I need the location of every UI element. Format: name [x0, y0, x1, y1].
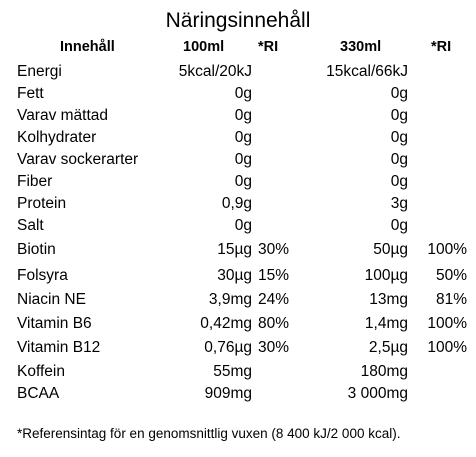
cell-v100: 15µg	[217, 241, 252, 258]
cell-name: Vitamin B12	[17, 339, 101, 356]
table-row: Koffein 55mg 180mg	[0, 361, 476, 383]
cell-v330: 0g	[390, 217, 408, 234]
table-row: Salt 0g 0g	[0, 215, 476, 237]
cell-ri330: 50%	[435, 267, 467, 284]
cell-v330: 3g	[390, 195, 408, 212]
cell-v100: 0g	[234, 85, 252, 102]
cell-v330: 0g	[390, 173, 408, 190]
cell-v100: 0g	[234, 151, 252, 168]
table-row: Vitamin B6 0,42mg 80% 1,4mg 100%	[0, 313, 476, 335]
cell-ri100: 15%	[258, 267, 290, 284]
cell-name: Varav mättad	[17, 107, 109, 124]
cell-name: Fiber	[17, 173, 53, 190]
table-row: Kolhydrater 0g 0g	[0, 127, 476, 149]
table-row: Fiber 0g 0g	[0, 171, 476, 193]
header-330ml: 330ml	[340, 39, 382, 55]
table-row: Varav mättad 0g 0g	[0, 105, 476, 127]
cell-name: Koffein	[17, 363, 65, 380]
cell-v330: 180mg	[360, 363, 408, 380]
table-row: Vitamin B12 0,76µg 30% 2,5µg 100%	[0, 337, 476, 359]
cell-v330: 50µg	[373, 241, 408, 258]
cell-name: Varav sockerarter	[17, 151, 139, 168]
header-ri-100ml: *RI	[258, 39, 279, 55]
cell-v100: 0g	[234, 173, 252, 190]
cell-name: Folsyra	[17, 267, 68, 284]
page-title: Näringsinnehåll	[165, 9, 311, 32]
cell-v330: 0g	[390, 85, 408, 102]
cell-ri330: 100%	[427, 315, 467, 332]
cell-v100: 0g	[234, 129, 252, 146]
header-name: Innehåll	[60, 39, 115, 55]
cell-v100: 0,42mg	[200, 315, 252, 332]
header-ri-330ml: *RI	[431, 39, 452, 55]
cell-v100: 0g	[234, 217, 252, 234]
table-row: BCAA 909mg 3 000mg	[0, 383, 476, 405]
cell-name: Salt	[17, 217, 44, 234]
cell-v100: 3,9mg	[208, 291, 252, 308]
cell-v100: 55mg	[213, 363, 252, 380]
cell-v100: 0,76µg	[204, 339, 252, 356]
cell-ri100: 80%	[258, 315, 290, 332]
footnote: *Referensintag för en genomsnittlig vuxe…	[17, 426, 401, 441]
cell-name: Biotin	[17, 241, 56, 258]
cell-ri100: 24%	[258, 291, 290, 308]
table-row: Biotin 15µg 30% 50µg 100%	[0, 239, 476, 261]
cell-v330: 1,4mg	[364, 315, 408, 332]
cell-ri100: 30%	[258, 339, 290, 356]
cell-v100: 909mg	[204, 385, 252, 402]
cell-ri330: 100%	[427, 339, 467, 356]
cell-v330: 13mg	[369, 291, 408, 308]
cell-name: Vitamin B6	[17, 315, 92, 332]
cell-v100: 0,9g	[221, 195, 252, 212]
cell-name: Kolhydrater	[17, 129, 97, 146]
cell-v330: 0g	[390, 151, 408, 168]
cell-name: Protein	[17, 195, 67, 212]
cell-ri330: 81%	[435, 291, 467, 308]
cell-name: Fett	[17, 85, 44, 102]
cell-v330: 3 000mg	[347, 385, 408, 402]
table-row: Protein 0,9g 3g	[0, 193, 476, 215]
cell-name: Niacin NE	[17, 291, 86, 308]
cell-v330: 0g	[390, 129, 408, 146]
cell-v330: 100µg	[364, 267, 408, 284]
table-row: Varav sockerarter 0g 0g	[0, 149, 476, 171]
cell-name: Energi	[17, 63, 62, 80]
cell-ri330: 100%	[427, 241, 467, 258]
table-header: Innehåll 100ml *RI 330ml *RI	[0, 37, 476, 57]
header-100ml: 100ml	[183, 39, 225, 55]
table-row: Niacin NE 3,9mg 24% 13mg 81%	[0, 289, 476, 311]
cell-v330: 2,5µg	[368, 339, 408, 356]
cell-name: BCAA	[17, 385, 60, 402]
cell-v330: 15kcal/66kJ	[326, 63, 408, 80]
cell-v100: 30µg	[217, 267, 252, 284]
cell-ri100: 30%	[258, 241, 290, 258]
table-row: Energi 5kcal/20kJ 15kcal/66kJ	[0, 61, 476, 83]
cell-v100: 5kcal/20kJ	[178, 63, 252, 80]
cell-v330: 0g	[390, 107, 408, 124]
cell-v100: 0g	[234, 107, 252, 124]
table-row: Fett 0g 0g	[0, 83, 476, 105]
table-row: Folsyra 30µg 15% 100µg 50%	[0, 265, 476, 287]
